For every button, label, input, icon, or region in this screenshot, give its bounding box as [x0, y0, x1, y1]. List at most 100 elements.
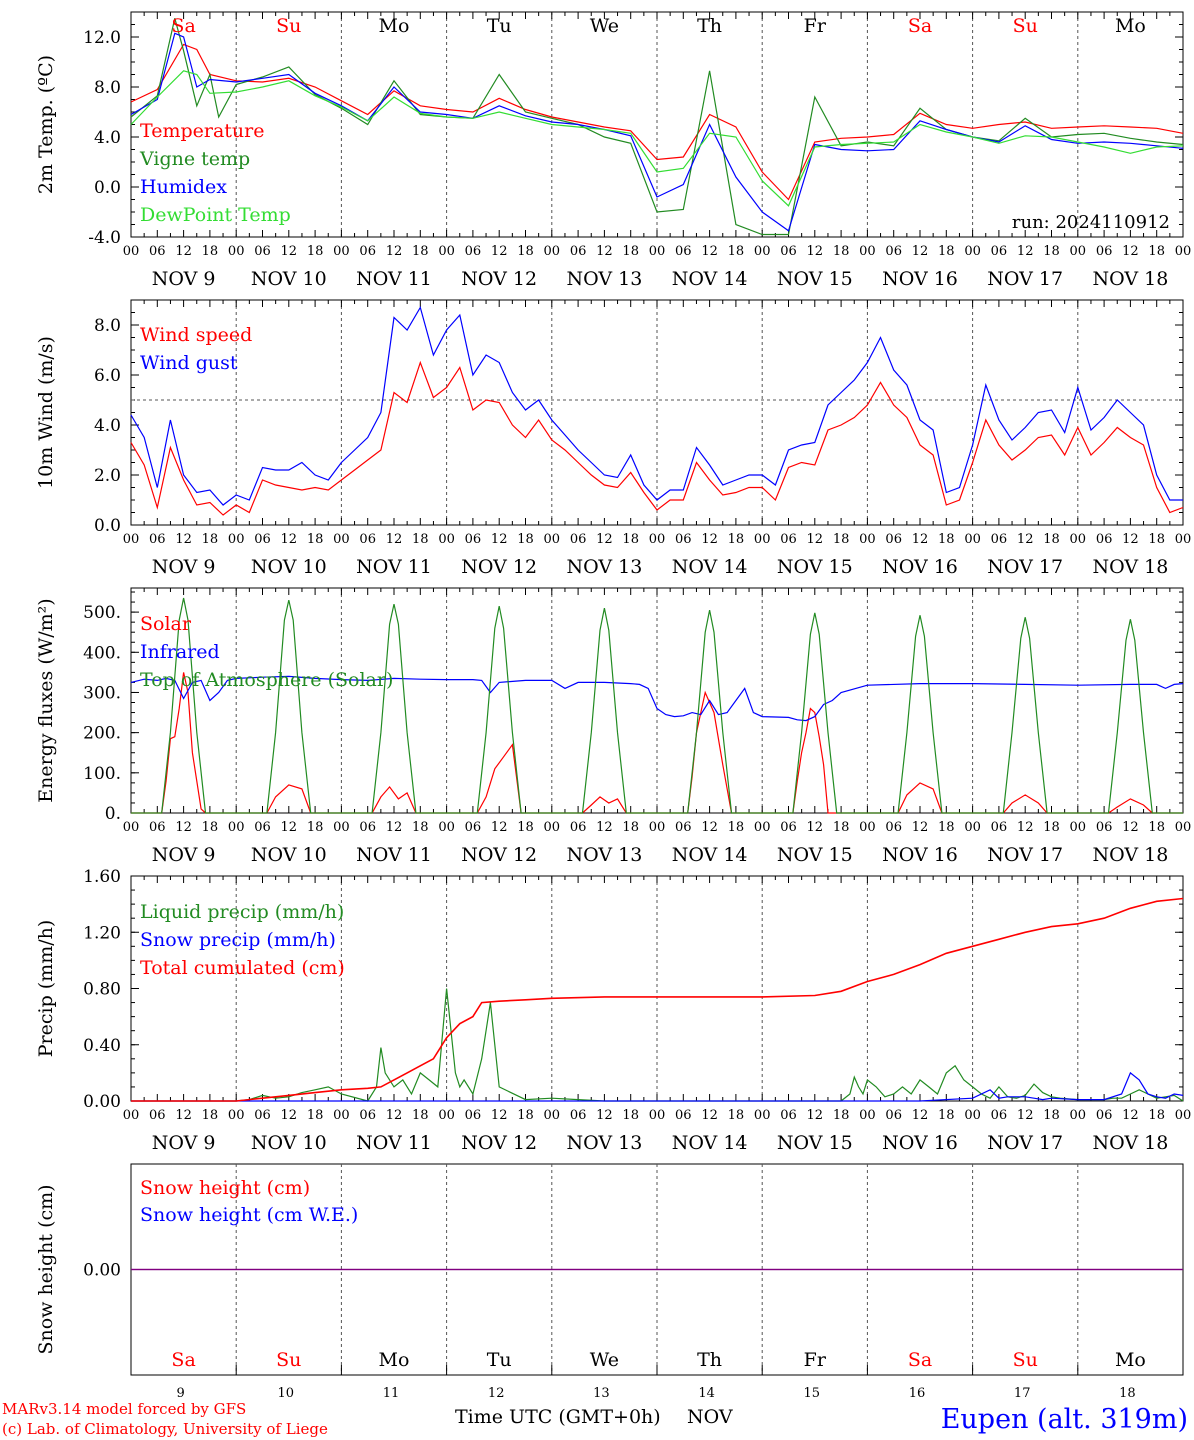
- station-name: Eupen (alt. 319m): [941, 1404, 1188, 1435]
- hour-tick-label: 00: [754, 244, 771, 259]
- date-label: NOV 15: [777, 556, 853, 578]
- run-label: run: 2024110912: [1012, 212, 1170, 233]
- hour-tick-label: 12: [807, 820, 824, 835]
- date-label: NOV 17: [987, 1132, 1063, 1154]
- weekday-label: Sa: [171, 15, 195, 37]
- hour-tick-label: 06: [254, 1108, 271, 1123]
- hour-tick-label: 06: [885, 532, 902, 547]
- hour-tick-label: 00: [649, 244, 666, 259]
- legend-entry: Snow height (cm W.E.): [140, 1204, 358, 1226]
- hour-tick-label: 00: [1070, 532, 1087, 547]
- hour-tick-label: 06: [885, 244, 902, 259]
- plot-frame: [130, 587, 1184, 814]
- legend-entry: Top of Atmosphere (Solar): [140, 669, 393, 691]
- y-tick-label: 300.: [83, 683, 121, 703]
- weekday-label: Su: [1013, 1349, 1038, 1371]
- hour-tick-label: 00: [1175, 1108, 1192, 1123]
- date-label: NOV 12: [461, 556, 537, 578]
- day-number-label: 18: [1119, 1386, 1136, 1401]
- date-label: NOV 18: [1092, 1132, 1168, 1154]
- y-tick-label: 0.40: [83, 1036, 121, 1056]
- hour-tick-label: 06: [570, 532, 587, 547]
- hour-tick-label: 00: [228, 532, 245, 547]
- hour-tick-label: 18: [1043, 532, 1060, 547]
- hour-tick-label: 12: [1122, 244, 1139, 259]
- hour-tick-label: 00: [859, 1108, 876, 1123]
- hour-tick-label: 12: [281, 244, 298, 259]
- hour-tick-label: 06: [885, 820, 902, 835]
- date-label: NOV 14: [672, 556, 748, 578]
- date-label: NOV 15: [777, 844, 853, 866]
- hour-tick-label: 18: [202, 244, 219, 259]
- hour-tick-label: 18: [622, 532, 639, 547]
- hour-tick-label: 06: [149, 244, 166, 259]
- day-number-label: 10: [278, 1386, 295, 1401]
- hour-tick-label: 18: [1043, 244, 1060, 259]
- hour-tick-label: 12: [491, 820, 508, 835]
- hour-tick-label: 18: [202, 820, 219, 835]
- hour-tick-label: 06: [780, 532, 797, 547]
- date-label: NOV 11: [356, 844, 432, 866]
- day-number-label: 12: [488, 1386, 505, 1401]
- hour-tick-label: 18: [412, 1108, 429, 1123]
- date-label: NOV 10: [251, 1132, 327, 1154]
- hour-tick-label: 00: [754, 1108, 771, 1123]
- date-label: NOV 10: [251, 844, 327, 866]
- weekday-label: Mo: [1115, 15, 1146, 37]
- date-label: NOV 12: [461, 844, 537, 866]
- hour-tick-label: 18: [728, 532, 745, 547]
- hour-tick-label: 12: [912, 532, 929, 547]
- hour-tick-label: 12: [175, 244, 192, 259]
- hour-tick-label: 18: [622, 820, 639, 835]
- hour-tick-label: 12: [1017, 532, 1034, 547]
- hour-tick-label: 18: [412, 820, 429, 835]
- y-axis-title: Snow height (cm): [35, 1184, 57, 1354]
- hour-tick-label: 12: [175, 532, 192, 547]
- hour-tick-label: 18: [307, 1108, 324, 1123]
- weekday-label: Su: [276, 15, 301, 37]
- hour-tick-label: 18: [307, 244, 324, 259]
- date-label: NOV 16: [882, 844, 958, 866]
- hour-tick-label: 06: [149, 532, 166, 547]
- hour-tick-label: 12: [175, 1108, 192, 1123]
- panel-precip: 0.00 0.40 0.80 1.20 1.60 Precip (mm/h) Liquid …: [35, 867, 1191, 1154]
- day-number-label: 16: [909, 1386, 926, 1401]
- hour-tick-label: 12: [701, 820, 718, 835]
- hour-tick-label: 00: [228, 820, 245, 835]
- hour-tick-label: 00: [438, 1108, 455, 1123]
- footer: MARv3.14 model forced by GFS (c) Lab. of…: [2, 1400, 1188, 1438]
- hour-tick-label: 18: [1043, 820, 1060, 835]
- hour-tick-label: 00: [964, 244, 981, 259]
- hour-tick-label: 18: [728, 820, 745, 835]
- hour-tick-label: 12: [175, 820, 192, 835]
- day-number-label: 15: [804, 1386, 821, 1401]
- footer-lab-credit: (c) Lab. of Climatology, University of L…: [2, 1420, 328, 1438]
- hour-tick-label: 00: [1070, 1108, 1087, 1123]
- hour-tick-label: 06: [780, 1108, 797, 1123]
- series-line-lightgreen: [130, 70, 1184, 207]
- hour-tick-label: 06: [465, 820, 482, 835]
- hour-tick-label: 18: [938, 244, 955, 259]
- hour-tick-label: 12: [491, 532, 508, 547]
- hour-tick-label: 06: [675, 820, 692, 835]
- hour-tick-label: 06: [465, 1108, 482, 1123]
- weekday-label: Sa: [908, 1349, 932, 1371]
- hour-tick-label: 00: [123, 1108, 140, 1123]
- hour-tick-label: 18: [307, 532, 324, 547]
- y-tick-label: 0.0: [94, 516, 121, 536]
- hour-tick-label: 00: [333, 820, 350, 835]
- hour-tick-label: 18: [307, 820, 324, 835]
- series-line-red: [130, 360, 1184, 516]
- hour-tick-label: 00: [649, 820, 666, 835]
- date-label: NOV 13: [566, 268, 642, 290]
- hour-tick-label: 00: [1175, 532, 1192, 547]
- panels: -4.0 0.0 4.0 8.0 12.0 2m Temp. (ºC) Temperatur…: [35, 11, 1192, 1401]
- hour-tick-label: 18: [1148, 532, 1165, 547]
- hour-tick-label: 00: [123, 532, 140, 547]
- legend-entry: Wind speed: [140, 324, 252, 346]
- y-tick-label: 200.: [83, 724, 121, 744]
- y-tick-label: 100.: [83, 764, 121, 784]
- weekday-label: Tu: [487, 1349, 512, 1371]
- date-label: NOV 17: [987, 268, 1063, 290]
